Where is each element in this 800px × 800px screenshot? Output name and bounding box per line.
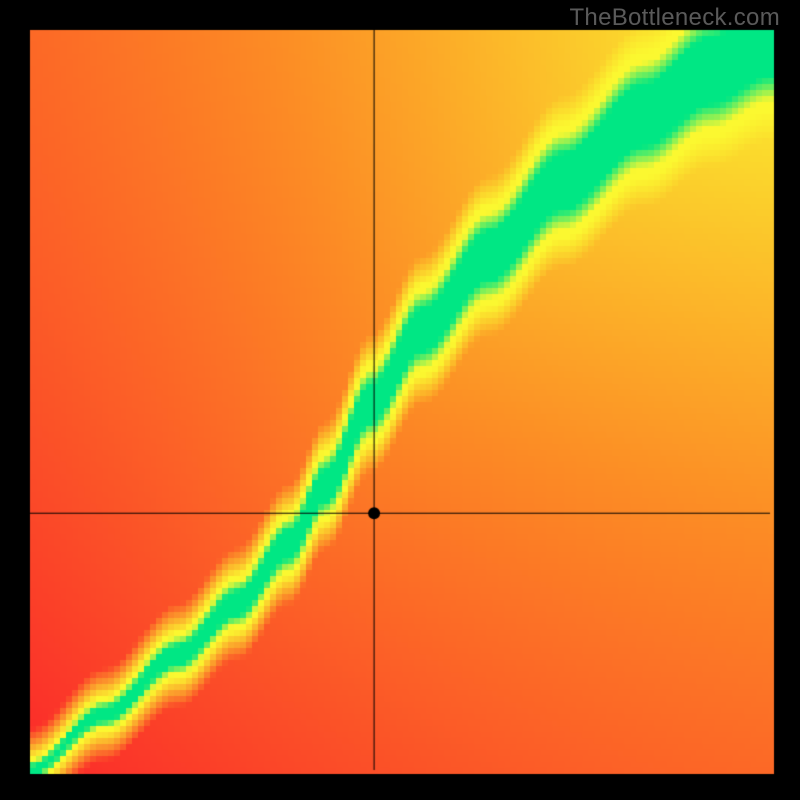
bottleneck-heatmap	[0, 0, 800, 800]
watermark-text: TheBottleneck.com	[569, 4, 780, 32]
